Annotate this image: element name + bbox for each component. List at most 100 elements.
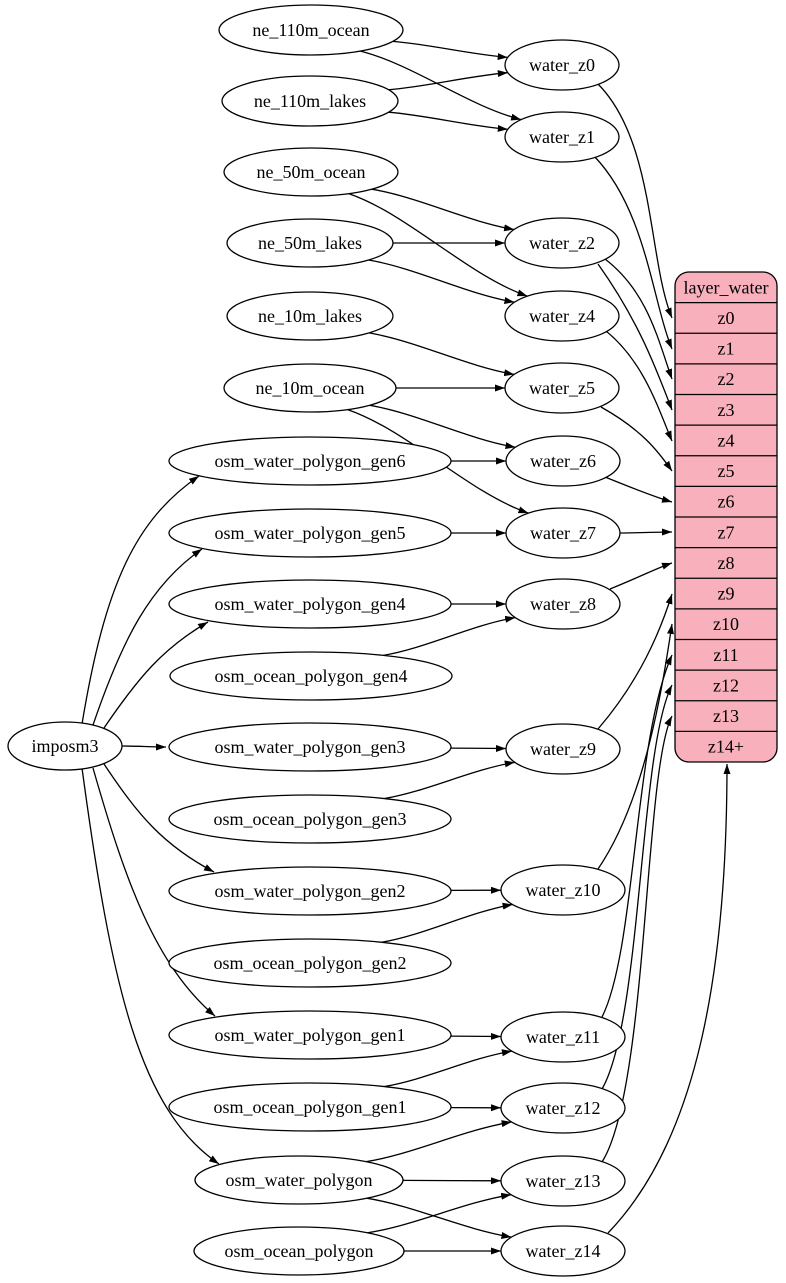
graph-node-label: ne_10m_lakes	[258, 306, 362, 326]
view-node-shape	[500, 1225, 626, 1277]
graph-node-label: water_z5	[529, 378, 595, 398]
source-node-shape	[168, 508, 452, 558]
graph-node-water_z10: water_z10	[500, 864, 626, 916]
graph-node-ne_10m_ocean: ne_10m_ocean	[223, 363, 397, 413]
graph-node-water_z1: water_z1	[504, 111, 620, 163]
graph-node-osm_water_polygon_gen2: osm_water_polygon_gen2	[168, 866, 452, 916]
view-node-shape	[504, 39, 620, 91]
graph-node-ne_110m_ocean: ne_110m_ocean	[218, 4, 404, 56]
record-row-z1: z1	[718, 339, 735, 359]
edge	[366, 1120, 512, 1163]
edge	[596, 82, 673, 319]
source-node-shape	[221, 75, 399, 127]
graph-node-label: water_z8	[530, 594, 596, 614]
edge	[368, 259, 515, 304]
edge	[360, 50, 522, 121]
graph-node-label: osm_water_polygon_gen4	[215, 594, 406, 614]
graph-node-ne_110m_lakes: ne_110m_lakes	[221, 75, 399, 127]
graph-node-label: osm_water_polygon_gen3	[215, 737, 406, 757]
graph-node-label: water_z6	[530, 451, 596, 471]
graph-node-ne_50m_ocean: ne_50m_ocean	[223, 147, 399, 197]
graph-node-label: ne_50m_ocean	[257, 162, 366, 182]
graph-node-label: water_z4	[529, 306, 595, 326]
graph-node-label: water_z0	[529, 55, 595, 75]
graph-node-label: osm_water_polygon	[226, 1170, 373, 1190]
graph-node-label: osm_water_polygon_gen6	[215, 451, 406, 471]
record-row-z5: z5	[718, 461, 735, 481]
source-node-shape	[168, 436, 452, 486]
graph-node-water_z7: water_z7	[505, 507, 621, 559]
edge	[609, 562, 673, 590]
source-node-shape	[226, 218, 394, 268]
edge	[371, 188, 515, 232]
graph-node-label: ne_110m_ocean	[252, 20, 369, 40]
edge	[81, 475, 200, 725]
edge	[92, 548, 203, 726]
edge	[600, 406, 673, 472]
source-node-shape	[168, 722, 452, 772]
graph-node-imposm3: imposm3	[7, 721, 123, 771]
record-row-z6: z6	[718, 492, 735, 512]
graph-node-osm_ocean_polygon_gen4: osm_ocean_polygon_gen4	[169, 651, 453, 701]
edge	[392, 40, 508, 61]
graph-node-water_z0: water_z0	[504, 39, 620, 91]
graph-node-ne_50m_lakes: ne_50m_lakes	[226, 218, 394, 268]
record-row-z12: z12	[713, 675, 739, 695]
graph-node-water_z9: water_z9	[505, 723, 621, 775]
edge	[383, 1049, 513, 1088]
record-row-z14+: z14+	[708, 737, 744, 757]
graph-node-label: water_z14	[526, 1241, 601, 1261]
source-node-shape	[168, 579, 452, 629]
edge	[383, 760, 515, 800]
edge	[121, 743, 167, 751]
source-node-shape	[218, 4, 404, 56]
view-node-shape	[505, 578, 621, 630]
edge	[381, 902, 513, 943]
graph-node-water_z8: water_z8	[505, 578, 621, 630]
graph-node-label: water_z2	[529, 233, 595, 253]
edges-layer	[81, 40, 731, 1255]
record-row-z3: z3	[718, 400, 735, 420]
view-node-shape	[504, 362, 620, 414]
layer-water-record: layer_water z0 z1 z2 z3 z4 z5 z6 z7 z8 z9 z10 z11 z12…	[674, 271, 778, 763]
record-row-z4: z4	[718, 430, 735, 450]
record-row-z7: z7	[718, 522, 735, 542]
graph-node-osm_water_polygon_gen5: osm_water_polygon_gen5	[168, 508, 452, 558]
graph-node-label: osm_ocean_polygon	[225, 1241, 374, 1261]
source-node-shape	[168, 938, 452, 988]
graph-node-label: water_z10	[526, 880, 601, 900]
graph-node-osm_water_polygon_gen4: osm_water_polygon_gen4	[168, 579, 452, 629]
edge	[604, 258, 673, 380]
source-node-shape	[223, 147, 399, 197]
edge	[366, 1197, 512, 1239]
graph-node-water_z4: water_z4	[504, 290, 620, 342]
graph-node-osm_water_polygon_gen3: osm_water_polygon_gen3	[168, 722, 452, 772]
view-node-shape	[500, 1011, 626, 1063]
graph-node-label: water_z11	[526, 1027, 600, 1047]
edge	[369, 404, 516, 450]
edge	[597, 593, 673, 730]
edge	[605, 330, 673, 442]
graph-node-label: ne_10m_ocean	[256, 378, 365, 398]
graph-node-label: osm_water_polygon_gen5	[215, 523, 406, 543]
edge	[388, 70, 508, 91]
edge	[103, 621, 209, 729]
graph-node-water_z12: water_z12	[500, 1082, 626, 1134]
graph-node-osm_ocean_polygon_gen3: osm_ocean_polygon_gen3	[168, 794, 452, 844]
edge	[368, 332, 515, 377]
record-row-z9: z9	[718, 584, 735, 604]
source-node-shape	[226, 291, 394, 341]
view-node-shape	[504, 290, 620, 342]
edge	[348, 192, 528, 297]
graph-node-water_z6: water_z6	[505, 435, 621, 487]
graph-node-label: water_z7	[530, 523, 596, 543]
view-node-shape	[500, 1155, 626, 1207]
view-node-shape	[504, 111, 620, 163]
edge	[604, 476, 673, 503]
graph-node-label: osm_ocean_polygon_gen2	[214, 953, 407, 973]
graph-node-label: osm_water_polygon_gen2	[215, 881, 406, 901]
graph-node-osm_ocean_polygon_gen2: osm_ocean_polygon_gen2	[168, 938, 452, 988]
graph-node-label: osm_water_polygon_gen1	[215, 1025, 406, 1045]
